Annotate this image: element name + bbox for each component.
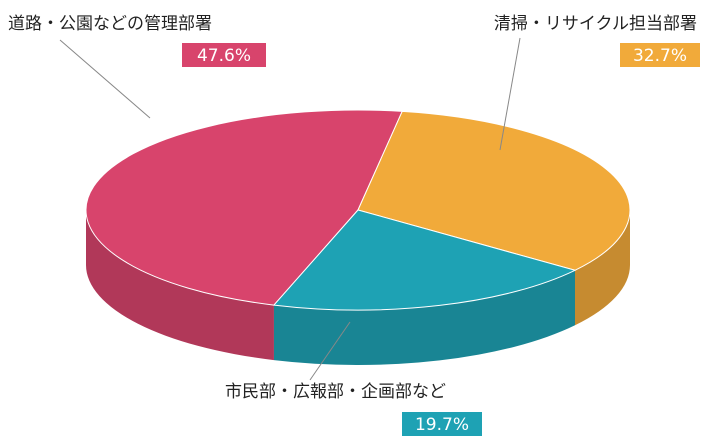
- pie: [86, 110, 630, 365]
- slice-label: 道路・公園などの管理部署: [8, 14, 212, 34]
- slice-label: 市民部・広報部・企画部など: [225, 382, 446, 402]
- value-label: 47.6%: [197, 46, 251, 66]
- value-label: 32.7%: [633, 46, 687, 66]
- slice-label: 清掃・リサイクル担当部署: [494, 14, 697, 34]
- leader-line: [60, 40, 150, 118]
- value-label: 19.7%: [415, 415, 469, 435]
- chart: 道路・公園などの管理部署 47.6% 清掃・リサイクル担当部署 32.7% 市民…: [0, 0, 703, 438]
